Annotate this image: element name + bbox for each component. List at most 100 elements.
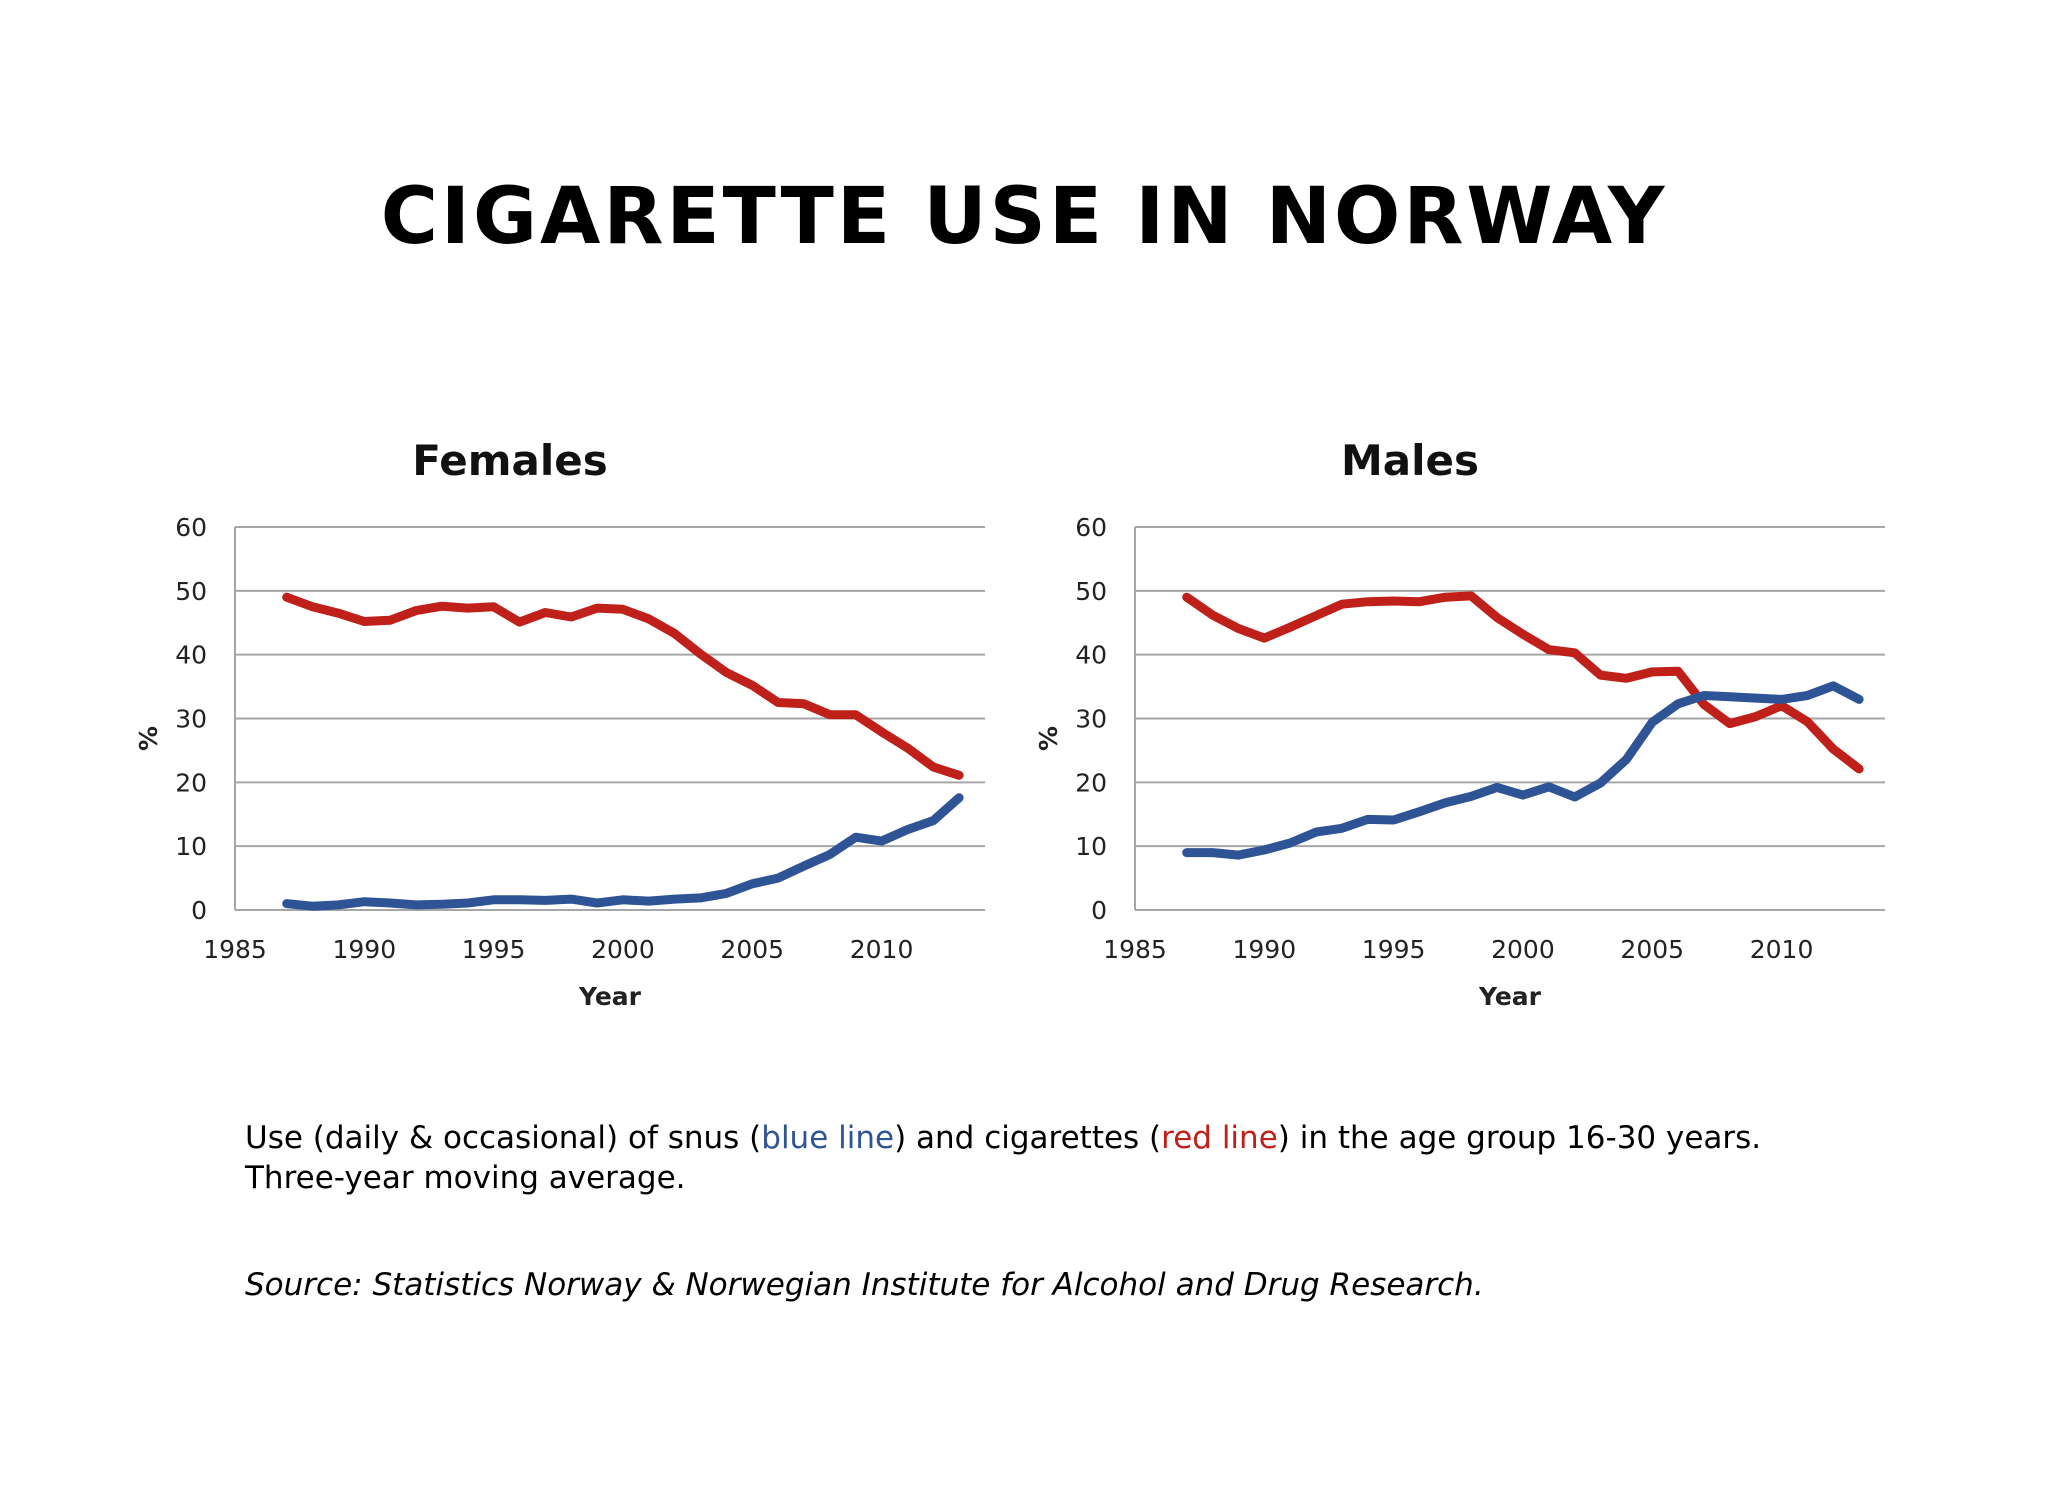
- x-tick-label-2000: 2000: [1491, 935, 1555, 964]
- caption-text-1: Use (daily & occasional) of snus (: [245, 1120, 762, 1156]
- snus-point-2000: [1520, 793, 1525, 798]
- snus-point-1992: [414, 902, 419, 907]
- x-tick-label-2005: 2005: [720, 935, 784, 964]
- snus-point-1991: [388, 900, 393, 905]
- snus-point-1990: [1262, 847, 1267, 852]
- snus-points: [284, 795, 962, 909]
- cigarettes-point-2002: [1572, 650, 1577, 655]
- cigarettes-point-2006: [1676, 669, 1681, 674]
- cigarettes-point-2002: [672, 631, 677, 636]
- cigarettes-point-1992: [1314, 613, 1319, 618]
- cigarettes-point-2001: [646, 616, 651, 621]
- snus-point-1988: [1210, 850, 1215, 855]
- cigarettes-point-2013: [1857, 766, 1862, 771]
- snus-point-1988: [310, 904, 315, 909]
- cigarettes-point-2001: [1546, 647, 1551, 652]
- cigarettes-point-2012: [1831, 747, 1836, 752]
- snus-point-1994: [465, 900, 470, 905]
- cigarettes-point-1991: [388, 618, 393, 623]
- snus-point-1990: [362, 899, 367, 904]
- caption-text-2: ) and cigarettes (: [894, 1120, 1162, 1156]
- cigarettes-line: [1182, 591, 1864, 774]
- cigarettes-point-2003: [1598, 673, 1603, 678]
- males-chart-svg: Males 0 10 20 30 40 50 60 1985 1990 1995 2000 2005 20…: [1034, 436, 1885, 1011]
- snus-point-2002: [672, 897, 677, 902]
- cigarettes-point-1991: [1288, 625, 1293, 630]
- cigarettes-point-2000: [620, 607, 625, 612]
- cigarettes-point-2011: [905, 745, 910, 750]
- snus-point-2005: [1650, 720, 1655, 725]
- cigarettes-point-2005: [750, 683, 755, 688]
- snus-point-2004: [1624, 757, 1629, 762]
- snus-point-2011: [905, 827, 910, 832]
- cigarettes-point-1990: [362, 619, 367, 624]
- x-tick-label-2000: 2000: [591, 935, 655, 964]
- snus-point-1998: [569, 897, 574, 902]
- snus-point-1989: [336, 902, 341, 907]
- cigarettes-points: [284, 595, 962, 778]
- cigarettes-point-2006: [776, 700, 781, 705]
- cigarettes-point-1987: [284, 595, 289, 600]
- snus-point-2005: [750, 881, 755, 886]
- cigarettes-point-1997: [1443, 595, 1448, 600]
- cigarettes-point-2003: [698, 652, 703, 657]
- cigarettes-point-1987: [1184, 595, 1189, 600]
- snus-points: [1184, 683, 1862, 858]
- snus-point-1987: [1184, 850, 1189, 855]
- snus-point-2013: [957, 795, 962, 800]
- y-tick-label-20: 20: [1075, 768, 1107, 797]
- snus-point-2001: [1546, 784, 1551, 789]
- snus-point-2000: [620, 897, 625, 902]
- x-tick-label-1985: 1985: [1103, 935, 1167, 964]
- snus-point-2009: [1753, 696, 1758, 701]
- snus-point-1995: [1391, 817, 1396, 822]
- y-tick-label-50: 50: [175, 577, 207, 606]
- x-axis-label: Year: [1478, 982, 1542, 1011]
- cigarettes-point-2008: [1727, 721, 1732, 726]
- y-tick-label-0: 0: [1091, 896, 1107, 925]
- snus-point-2010: [1779, 697, 1784, 702]
- snus-point-1998: [1469, 794, 1474, 799]
- cigarettes-point-2010: [1779, 703, 1784, 708]
- caption-line-1: Use (daily & occasional) of snus (blue l…: [245, 1118, 1945, 1158]
- y-axis-label: %: [134, 726, 163, 751]
- cigarettes-point-1998: [569, 615, 574, 620]
- cigarettes-point-2009: [853, 712, 858, 717]
- cigarettes-point-1995: [491, 604, 496, 609]
- cigarettes-point-2010: [879, 729, 884, 734]
- snus-point-2001: [646, 899, 651, 904]
- cigarettes-point-1993: [439, 604, 444, 609]
- x-tick-label-2010: 2010: [1750, 935, 1814, 964]
- snus-point-2002: [1572, 795, 1577, 800]
- x-axis-label: Year: [578, 982, 642, 1011]
- chart-title: Males: [1341, 436, 1479, 485]
- cigarettes-point-2009: [1753, 714, 1758, 719]
- cigarettes-point-1999: [595, 606, 600, 611]
- males-chart: Males 0 10 20 30 40 50 60 1985 1990 1995 2000 2005 20…: [1010, 420, 1990, 1040]
- caption-blue-line-label: blue line: [761, 1120, 895, 1156]
- snus-point-1989: [1236, 853, 1241, 858]
- snus-point-1999: [1495, 785, 1500, 790]
- x-tick-label-1990: 1990: [1232, 935, 1296, 964]
- y-tick-label-30: 30: [175, 705, 207, 734]
- snus-point-2006: [776, 876, 781, 881]
- cigarettes-point-2000: [1520, 632, 1525, 637]
- cigarettes-point-1988: [1210, 613, 1215, 618]
- cigarettes-point-1996: [517, 620, 522, 625]
- snus-point-1996: [517, 897, 522, 902]
- y-tick-label-60: 60: [175, 513, 207, 542]
- y-tick-label-0: 0: [191, 896, 207, 925]
- snus-point-2012: [1831, 683, 1836, 688]
- cigarettes-point-2011: [1805, 719, 1810, 724]
- snus-point-2003: [698, 895, 703, 900]
- cigarettes-point-1996: [1417, 599, 1422, 604]
- cigarettes-point-1997: [543, 610, 548, 615]
- x-tick-label-1995: 1995: [462, 935, 526, 964]
- snus-point-1994: [1365, 817, 1370, 822]
- cigarettes-point-2008: [827, 712, 832, 717]
- snus-point-2013: [1857, 697, 1862, 702]
- snus-point-2012: [931, 818, 936, 823]
- snus-point-2010: [879, 839, 884, 844]
- cigarettes-point-1995: [1391, 599, 1396, 604]
- caption-text-3: ) in the age group 16-30 years.: [1277, 1120, 1762, 1156]
